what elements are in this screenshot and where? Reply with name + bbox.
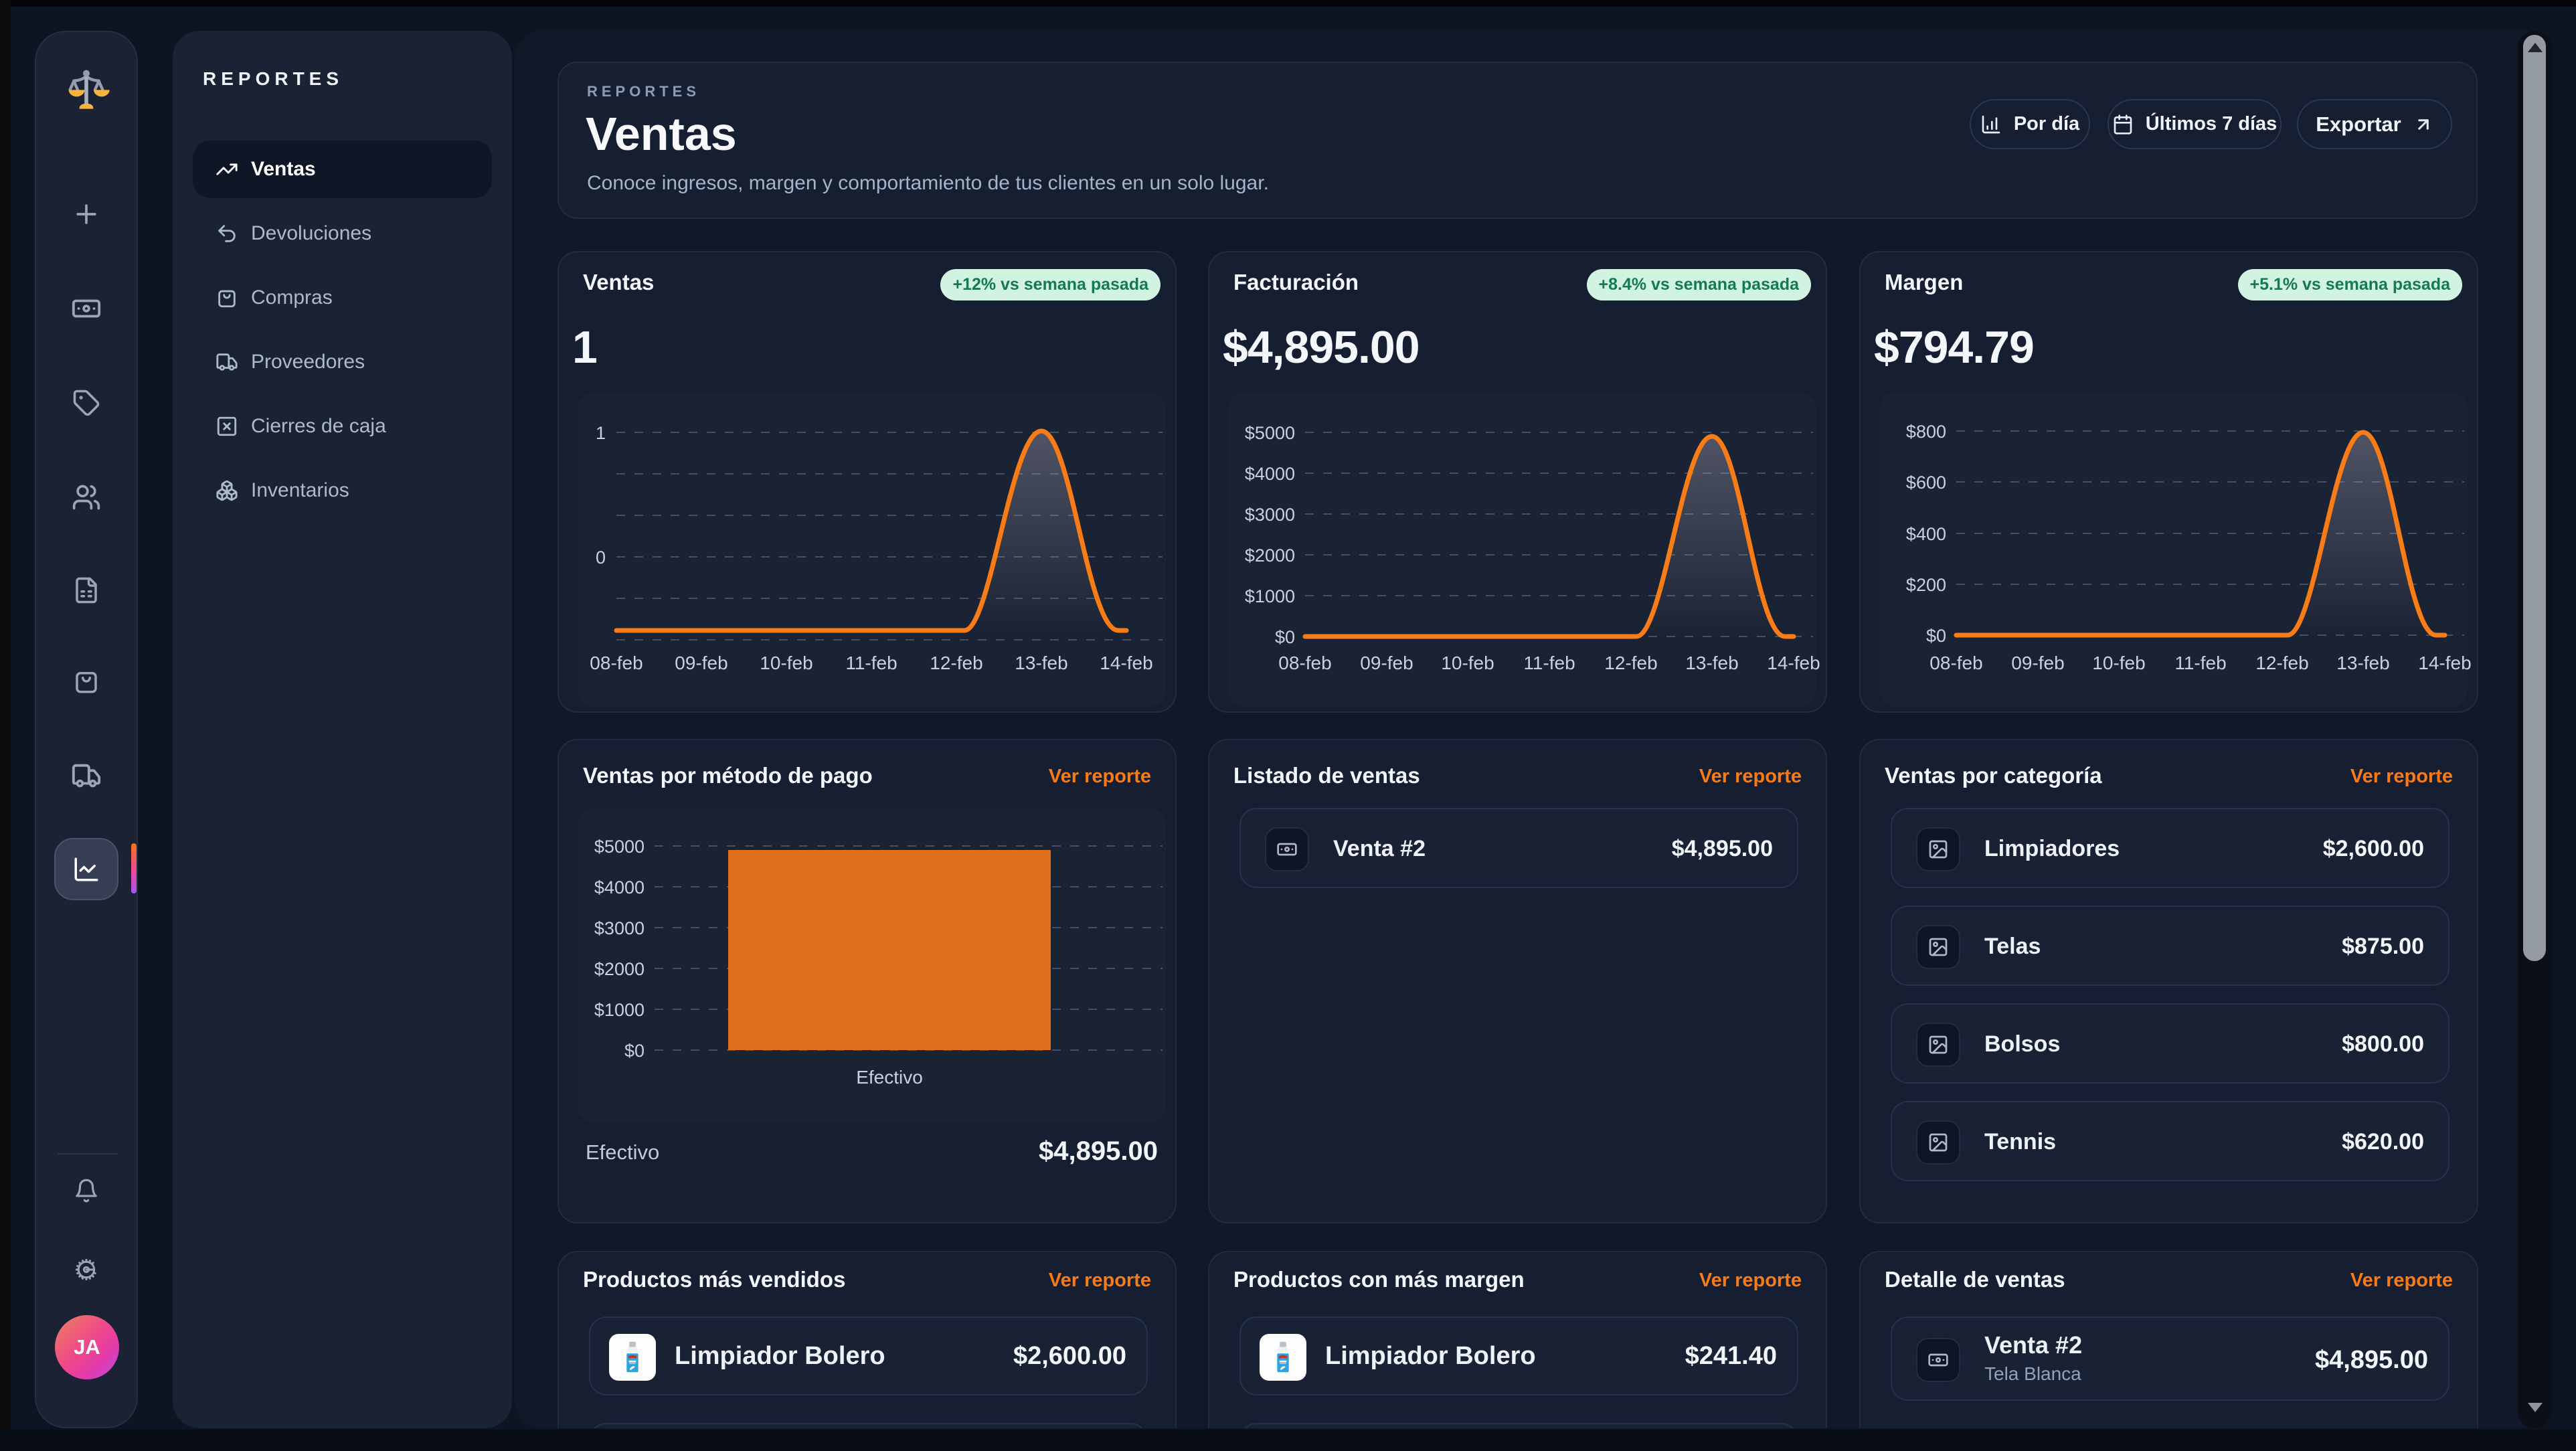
svg-text:$5000: $5000 [594,837,645,857]
svg-text:10-feb: 10-feb [760,653,812,673]
svg-text:14-feb: 14-feb [1100,653,1152,673]
svg-text:09-feb: 09-feb [2011,653,2064,673]
svg-text:10-feb: 10-feb [2092,653,2145,673]
svg-text:$4000: $4000 [1245,464,1295,484]
svg-text:$4000: $4000 [594,877,645,898]
svg-text:08-feb: 08-feb [590,653,642,673]
svg-text:13-feb: 13-feb [1015,653,1067,673]
svg-text:$0: $0 [624,1041,645,1061]
svg-text:13-feb: 13-feb [1685,653,1738,673]
svg-text:08-feb: 08-feb [1278,653,1331,673]
svg-text:12-feb: 12-feb [930,653,982,673]
svg-text:$2000: $2000 [594,959,645,979]
svg-text:14-feb: 14-feb [2418,653,2471,673]
svg-text:0: 0 [596,547,606,568]
svg-text:12-feb: 12-feb [1604,653,1657,673]
svg-text:$3000: $3000 [594,918,645,938]
svg-text:$400: $400 [1906,524,1946,544]
svg-text:09-feb: 09-feb [675,653,727,673]
svg-text:10-feb: 10-feb [1441,653,1494,673]
svg-text:11-feb: 11-feb [1523,653,1575,673]
svg-text:$800: $800 [1906,422,1946,442]
svg-text:09-feb: 09-feb [1360,653,1413,673]
svg-text:12-feb: 12-feb [2255,653,2308,673]
svg-text:14-feb: 14-feb [1767,653,1820,673]
svg-text:$5000: $5000 [1245,423,1295,443]
svg-text:$2000: $2000 [1245,545,1295,566]
svg-text:08-feb: 08-feb [1929,653,1982,673]
svg-text:Efectivo: Efectivo [856,1067,923,1088]
svg-text:$200: $200 [1906,575,1946,595]
svg-text:$0: $0 [1926,626,1946,646]
svg-text:$1000: $1000 [1245,586,1295,606]
svg-text:11-feb: 11-feb [2174,653,2226,673]
svg-text:11-feb: 11-feb [845,653,897,673]
svg-text:1: 1 [596,423,606,443]
svg-text:$600: $600 [1906,473,1946,493]
svg-text:$1000: $1000 [594,1000,645,1020]
svg-text:$3000: $3000 [1245,505,1295,525]
svg-text:$0: $0 [1275,627,1295,647]
svg-text:13-feb: 13-feb [2336,653,2389,673]
